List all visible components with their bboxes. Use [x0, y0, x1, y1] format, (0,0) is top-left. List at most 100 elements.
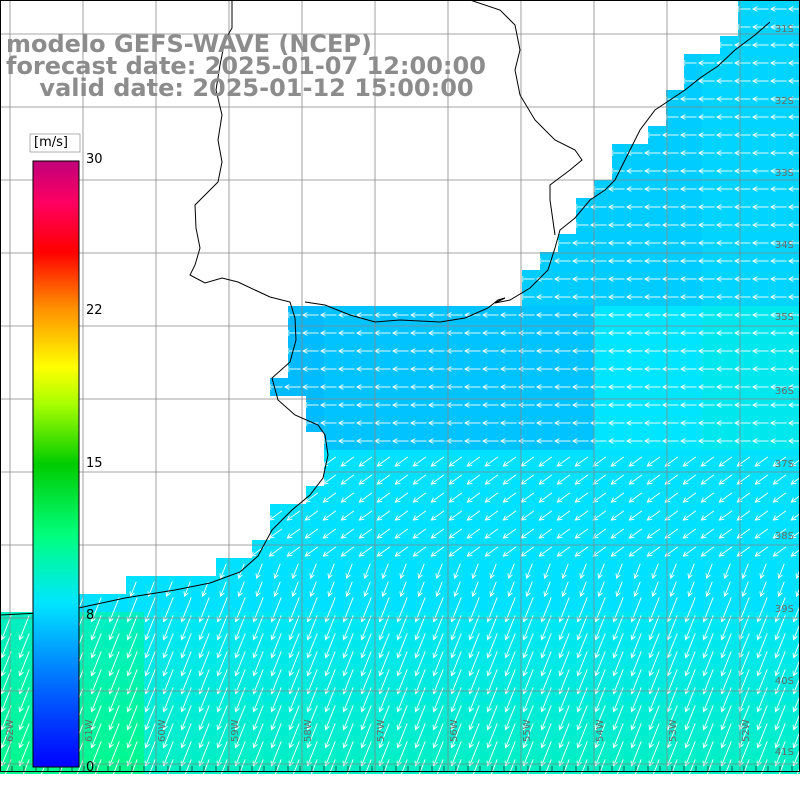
wind-arrow-head	[396, 706, 402, 713]
wind-arrow-head	[90, 742, 96, 749]
wind-arrow	[454, 563, 461, 579]
wind-arrow	[415, 741, 426, 766]
wind-arrow-head	[680, 366, 686, 372]
wind-arrow-head	[219, 591, 225, 598]
wind-arrow	[505, 651, 516, 676]
wind-arrow-head	[698, 240, 704, 246]
wind-arrow-head	[734, 294, 740, 300]
wind-arrow	[523, 741, 534, 766]
wind-arrow-head	[770, 366, 776, 372]
wind-arrow-head	[446, 348, 452, 354]
wind-arrow-head	[716, 96, 722, 102]
wind-arrow-head	[770, 348, 776, 354]
wind-arrow-head	[324, 742, 330, 749]
wind-arrow-head	[684, 652, 690, 659]
wind-arrow-head	[536, 384, 542, 390]
wind-arrow	[346, 563, 353, 579]
wind-arrow	[557, 528, 571, 539]
wind-arrow-head	[180, 724, 186, 731]
wind-arrow-head	[18, 652, 24, 659]
wind-arrow	[577, 651, 588, 676]
wind-arrow-head	[399, 591, 405, 598]
wind-arrow	[487, 687, 498, 712]
wind-arrow-head	[628, 551, 635, 557]
wind-arrow-head	[716, 276, 722, 282]
wind-arrow-head	[770, 294, 776, 300]
wind-arrow-head	[592, 479, 599, 485]
wind-arrow-head	[626, 312, 632, 318]
wind-arrow	[325, 705, 336, 730]
model-title: modelo GEFS-WAVE (NCEP)	[6, 30, 372, 58]
wind-arrow-head	[324, 724, 330, 731]
wind-arrow	[611, 456, 625, 467]
wind-arrow	[683, 528, 697, 539]
wind-arrow-head	[504, 688, 510, 695]
wind-arrow-head	[522, 760, 528, 767]
wind-arrow-head	[705, 573, 711, 580]
wind-arrow-head	[468, 652, 474, 659]
colorbar-tick-30: 30	[86, 152, 103, 167]
wind-arrow-head	[594, 634, 600, 641]
wind-arrow	[791, 513, 800, 521]
lon-label-62w: 62W	[5, 719, 16, 742]
wind-arrow-head	[644, 258, 650, 264]
wind-arrow-head	[356, 402, 362, 408]
wind-arrow-head	[633, 591, 639, 598]
wind-arrow	[379, 687, 390, 712]
wind-arrow-head	[378, 634, 384, 641]
wind-arrow-head	[646, 479, 653, 485]
wind-arrow	[379, 723, 390, 748]
wind-arrow	[631, 741, 642, 766]
wind-arrow	[557, 474, 571, 485]
wind-arrow-head	[162, 688, 168, 695]
wind-arrow-head	[500, 384, 506, 390]
wind-arrow-head	[430, 479, 437, 485]
wind-arrow-head	[792, 652, 798, 659]
wind-arrow	[433, 651, 444, 676]
wind-arrow-head	[608, 366, 614, 372]
wind-arrow	[19, 633, 30, 658]
wind-arrow-head	[522, 670, 528, 677]
wind-arrow-head	[774, 778, 780, 785]
wind-arrow-head	[561, 573, 567, 580]
wind-arrow-head	[702, 688, 708, 695]
wind-arrow-head	[612, 688, 618, 695]
wind-arrow-head	[662, 132, 668, 138]
wind-arrow	[454, 581, 461, 597]
wind-arrow	[667, 615, 678, 640]
wind-arrow	[688, 563, 695, 579]
wind-arrow	[289, 741, 300, 766]
wind-arrow	[685, 633, 696, 658]
wind-arrow-head	[630, 724, 636, 731]
wind-arrow-head	[644, 168, 650, 174]
wind-arrow-head	[234, 742, 240, 749]
wind-arrow	[580, 563, 587, 579]
wind-arrow-head	[561, 591, 567, 598]
wind-arrow-head	[572, 222, 578, 228]
wind-arrow	[382, 563, 389, 579]
wind-arrow-head	[268, 515, 275, 521]
wind-arrow	[667, 669, 678, 694]
wind-arrow-head	[680, 60, 686, 66]
wind-arrow-head	[18, 778, 24, 785]
wind-arrow-head	[574, 515, 581, 521]
wind-cell	[792, 738, 800, 756]
wind-arrow	[127, 615, 138, 640]
wind-arrow-head	[500, 420, 506, 426]
wind-arrow	[145, 597, 156, 622]
wind-arrow	[310, 563, 317, 579]
wind-arrow-head	[342, 634, 348, 641]
wind-arrow-head	[574, 479, 581, 485]
wind-arrow	[418, 581, 425, 597]
wind-arrow-head	[734, 60, 740, 66]
wind-arrow	[631, 669, 642, 694]
wind-arrow-head	[345, 591, 351, 598]
wind-arrow-head	[788, 96, 794, 102]
wind-arrow-head	[790, 515, 797, 521]
wind-arrow-head	[736, 551, 743, 557]
wind-arrow-head	[392, 348, 398, 354]
wind-arrow	[721, 651, 732, 676]
wind-arrow-head	[482, 402, 488, 408]
wind-arrow-head	[734, 204, 740, 210]
wind-arrow-head	[770, 384, 776, 390]
